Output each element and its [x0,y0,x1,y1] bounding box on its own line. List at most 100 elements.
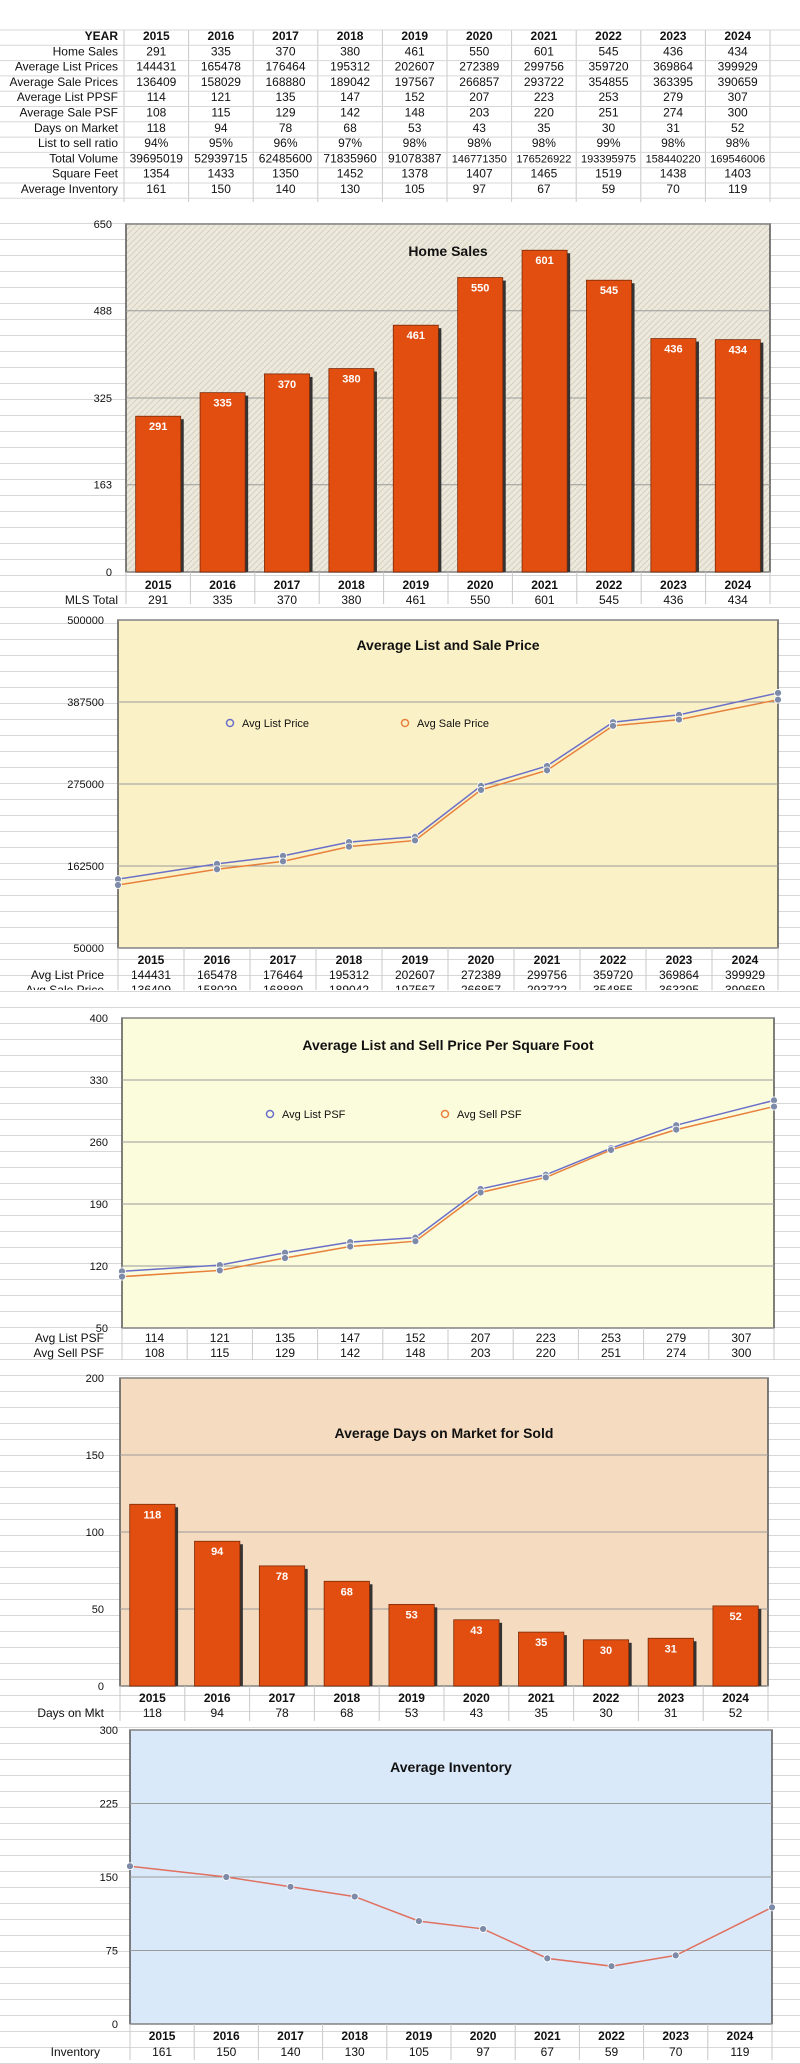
below-table-cell: 251 [601,1346,621,1360]
table-cell: 168880 [265,75,305,89]
y-tick-label: 387500 [67,697,104,709]
table-cell: 94 [214,121,228,135]
x-tick-label: 2024 [724,578,751,592]
below-table-cell: 369864 [659,968,699,982]
table-row-label: Average List Prices [15,60,118,74]
table-cell: 94% [144,136,168,150]
table-row-label: Square Feet [52,167,119,181]
below-table-cell: 70 [669,2045,683,2059]
table-cell: 146771350 [452,153,507,165]
below-table-label: MLS Total [65,593,118,604]
below-table-cell: 52 [729,1706,743,1720]
bar-value-label: 94 [211,1546,224,1558]
table-cell: 158440220 [646,153,701,165]
bar-value-label: 601 [535,255,553,267]
below-table-cell: 144431 [131,968,171,982]
data-point [350,1892,359,1901]
y-tick-label: 275000 [67,779,104,791]
table-cell: 197567 [395,75,435,89]
x-tick-label: 2023 [660,578,687,592]
data-point [411,836,419,845]
data-point [672,1125,681,1134]
table-cell: 272389 [459,60,499,74]
data-point [607,1146,615,1154]
x-tick-label: 2015 [149,2029,176,2043]
bar-value-label: 436 [664,344,682,356]
table-cell: 150 [211,182,231,196]
bar [453,1619,500,1687]
data-point [476,1188,485,1197]
data-point [607,1962,616,1971]
bar [328,368,375,573]
below-table-cell: 335 [213,593,233,604]
data-point [768,1903,776,1912]
below-table-cell: 68 [340,1706,354,1720]
below-table-cell: 202607 [395,968,435,982]
table-cell: 399929 [718,60,758,74]
below-table-label: Avg Sell PSF [34,1346,104,1360]
below-table-cell: 114 [145,1331,164,1345]
legend-label: Avg Sale Price [417,718,489,730]
bar [714,339,761,573]
bar-value-label: 35 [535,1637,547,1649]
bar [712,1605,759,1687]
x-tick-label: 2019 [398,1691,425,1705]
table-header-label: YEAR [85,29,119,43]
table-cell: 169546006 [710,153,765,165]
below-table-cell: 300 [731,1346,751,1360]
below-table-cell: 307 [731,1331,751,1345]
below-table-cell: 601 [535,593,555,604]
data-point [345,842,353,851]
below-table-cell: 399929 [725,968,765,982]
x-tick-label: 2021 [528,1691,555,1705]
table-row-label: Home Sales [53,44,118,58]
table-cell: 95% [209,136,233,150]
below-table-cell: 105 [409,2045,429,2059]
bar [264,373,310,573]
table-header-year: 2020 [466,29,493,43]
x-tick-label: 2019 [406,2029,433,2043]
bar-value-label: 380 [342,374,360,386]
table-header-year: 2015 [143,29,170,43]
table-cell: 118 [147,121,166,135]
table-cell: 1403 [724,167,751,181]
series-line [117,692,779,880]
x-tick-label: 2022 [598,2029,625,2043]
below-table-label: Days on Mkt [37,1706,104,1720]
table-cell: 161 [146,182,166,196]
below-table-cell: 203 [471,1346,491,1360]
table-header-year: 2017 [272,29,299,43]
below-table-cell: 545 [599,593,619,604]
below-table-cell: 152 [405,1331,425,1345]
table-cell: 251 [598,106,618,120]
table-cell: 99% [596,136,620,150]
table-header-year: 2021 [531,29,558,43]
series-line [117,698,779,886]
table-row-label: Days on Market [34,121,119,135]
bar-value-label: 370 [278,379,296,391]
below-table-cell: 195312 [329,968,369,982]
y-tick-label: 200 [86,1373,104,1385]
table-cell: 148 [405,106,425,120]
table-cell: 436 [663,44,683,58]
x-tick-label: 2020 [463,1691,490,1705]
data-point [281,1254,289,1262]
y-tick-label: 0 [112,2019,118,2031]
bar-value-label: 31 [665,1643,677,1655]
below-table-cell: 434 [728,593,748,604]
bar-value-label: 78 [276,1571,288,1583]
below-table-cell: 59 [605,2045,619,2059]
table-cell: 293722 [524,75,564,89]
data-point [477,786,485,794]
below-table-cell: 266857 [461,983,501,990]
table-cell: 39695019 [130,151,184,165]
below-table-cell: 293722 [527,983,567,990]
below-table-cell: 165478 [197,968,237,982]
x-tick-label: 2018 [336,953,363,967]
below-table-cell: 158029 [197,983,237,990]
table-cell: 115 [211,106,230,120]
x-tick-label: 2024 [727,2029,754,2043]
bar [135,415,182,573]
table-header-year: 2016 [208,29,235,43]
x-tick-label: 2021 [534,2029,561,2043]
